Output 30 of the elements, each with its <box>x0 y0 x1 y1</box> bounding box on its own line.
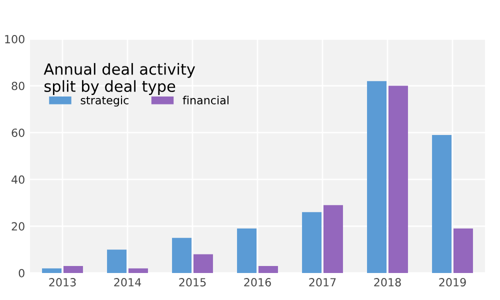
bar <box>63 266 83 273</box>
x-tick-label: 2017 <box>309 278 336 286</box>
y-tick-label: 20 <box>12 222 24 231</box>
y-tick-label: 100 <box>5 34 24 44</box>
text: Annual deal activity split by deal type <box>44 63 196 95</box>
x-tick-label: 2015 <box>179 278 206 286</box>
bar <box>42 268 62 273</box>
y-tick-label: 0 <box>18 268 24 278</box>
bar <box>128 268 148 273</box>
bar <box>367 81 387 273</box>
x-tick-label: 2014 <box>114 278 142 286</box>
bar <box>388 86 408 273</box>
bar <box>258 266 278 273</box>
x-tick-label: 2013 <box>49 278 76 286</box>
x-tick-label: 2018 <box>374 278 401 286</box>
bar <box>302 212 322 273</box>
y-tick-label: 80 <box>12 82 24 90</box>
bar <box>432 134 452 273</box>
bar <box>453 228 473 273</box>
x-tick-label: 2019 <box>439 278 466 286</box>
legend-label: financial <box>182 96 228 104</box>
y-tick-label: 60 <box>12 128 24 137</box>
y-tick-label: 40 <box>12 175 24 184</box>
bar <box>107 250 127 273</box>
legend-label: strategic <box>80 96 128 107</box>
bar <box>172 238 192 273</box>
x-tick-label: 2016 <box>244 278 271 286</box>
bar <box>193 254 213 273</box>
bar <box>323 205 343 273</box>
bar <box>237 228 257 273</box>
